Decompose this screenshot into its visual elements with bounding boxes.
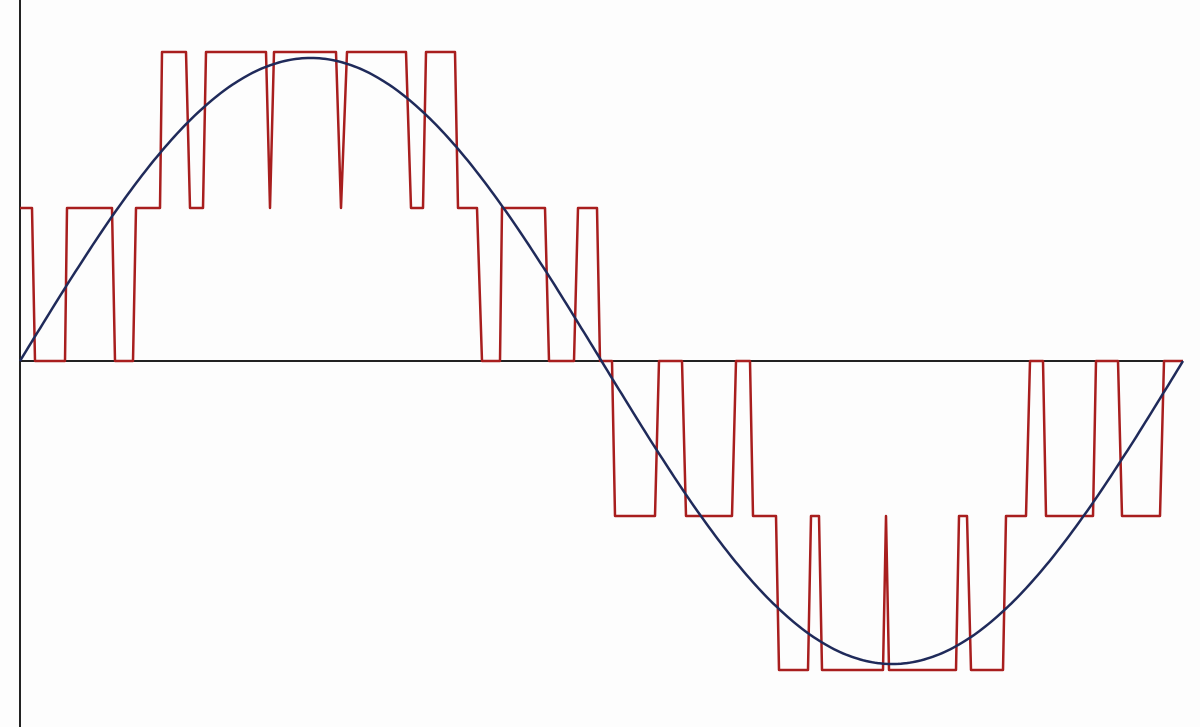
reference-sine [18, 56, 1185, 666]
pwm-waveform [20, 50, 1183, 672]
